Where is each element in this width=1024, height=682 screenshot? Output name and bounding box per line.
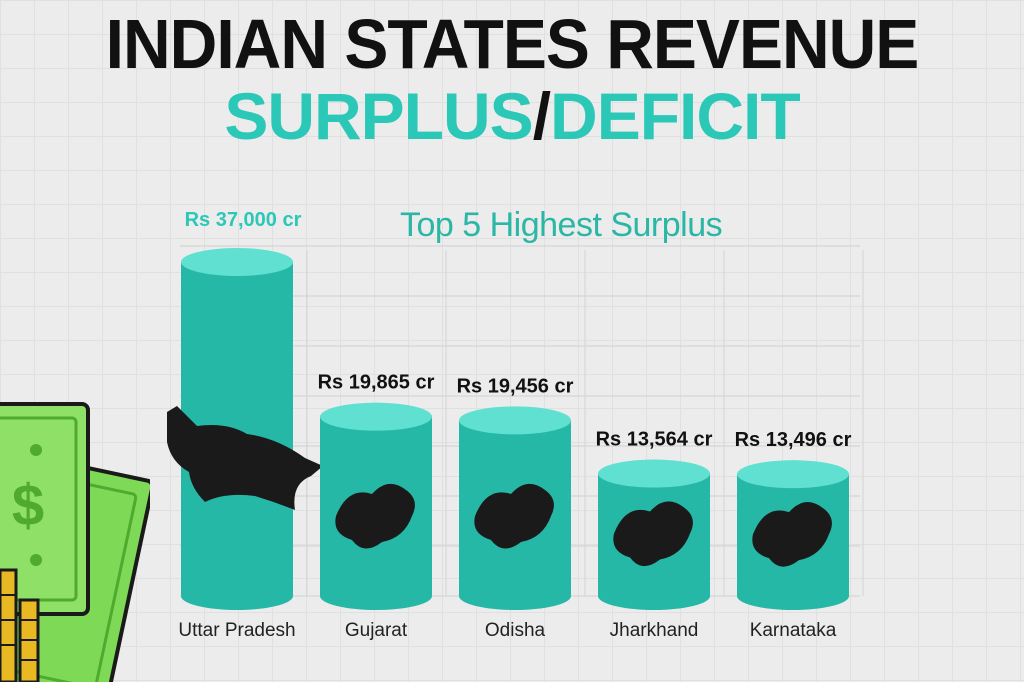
bar-value-label: Rs 19,456 cr [457,375,574,397]
money-bills-icon: $ [0,402,150,682]
svg-text:$: $ [12,473,44,538]
chart-subtitle: Top 5 Highest Surplus [400,206,723,244]
bar-top [737,460,849,489]
category-label: Odisha [485,620,546,641]
state-map-icon [613,501,693,567]
bar-base [181,582,293,610]
bar-base [737,582,849,610]
state-map-icon [335,483,415,549]
title-surplus: SURPLUS [224,79,533,153]
bar-value-label: Rs 37,000 cr [185,209,302,231]
bar-value-label: Rs 13,564 cr [596,429,713,451]
state-map-icon [167,406,323,510]
page-title-line2: SURPLUS/DEFICIT [0,78,1024,154]
state-map-icon [752,502,832,567]
bar-value-label: Rs 13,496 cr [735,429,852,451]
category-label: Jharkhand [610,620,699,641]
title-deficit: DEFICIT [550,79,801,153]
coins-icon [0,568,40,682]
bar-top [598,459,710,488]
bar-top [181,248,293,276]
bar-base [320,582,432,610]
page-title: INDIAN STATES REVENUE [105,5,920,83]
bar-top [459,406,571,435]
category-label: Gujarat [345,620,408,641]
bar-top [320,402,432,431]
state-map-icon [474,483,554,549]
title-separator: / [532,79,551,153]
bar-value-label: Rs 19,865 cr [318,372,435,394]
category-label: Uttar Pradesh [178,620,295,641]
category-label: Karnataka [750,620,837,641]
bar-base [459,582,571,610]
bar-base [598,582,710,610]
